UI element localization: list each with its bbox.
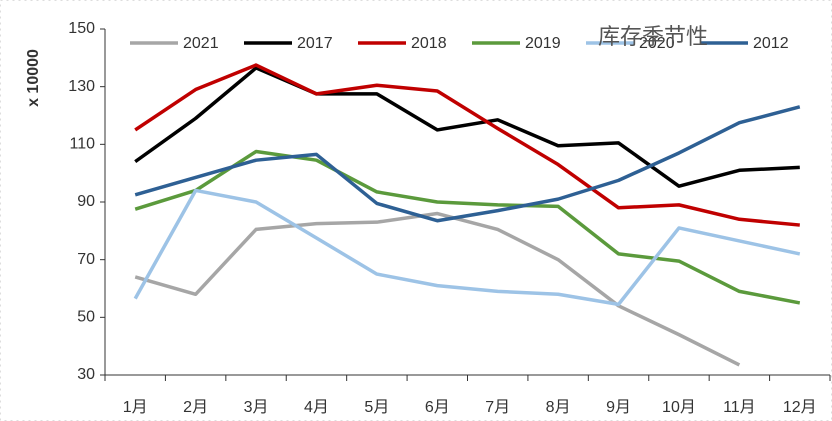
y-tick-label: 130 bbox=[68, 78, 95, 95]
y-tick-label: 110 bbox=[69, 136, 95, 153]
x-tick-label: 5月 bbox=[364, 399, 389, 416]
x-tick-label: 4月 bbox=[304, 399, 329, 416]
x-tick-label: 3月 bbox=[244, 399, 269, 416]
x-tick-label: 10月 bbox=[662, 399, 696, 416]
series-line bbox=[134, 149, 801, 305]
legend-label: 2020 bbox=[639, 35, 675, 52]
legend-label: 2021 bbox=[183, 35, 219, 52]
series-line bbox=[134, 63, 800, 227]
y-tick-label: 50 bbox=[77, 309, 95, 326]
series-line bbox=[133, 188, 801, 307]
y-axis-label: x 10000 bbox=[25, 49, 42, 107]
x-tick-label: 12月 bbox=[783, 399, 817, 416]
x-tick-label: 1月 bbox=[123, 399, 148, 416]
x-tick-label: 11月 bbox=[723, 399, 756, 416]
y-tick-label: 90 bbox=[77, 193, 95, 210]
x-tick-label: 2月 bbox=[183, 399, 208, 416]
series-line bbox=[134, 211, 741, 367]
x-tick-label: 6月 bbox=[425, 399, 450, 416]
y-tick-label: 70 bbox=[77, 251, 95, 268]
x-tick-label: 8月 bbox=[546, 399, 571, 416]
legend-label: 2018 bbox=[411, 35, 447, 52]
legend-label: 2017 bbox=[297, 35, 333, 52]
legend-label: 2019 bbox=[525, 35, 561, 52]
y-tick-label: 150 bbox=[68, 20, 95, 37]
chart-title: 库存季节性 bbox=[598, 24, 708, 49]
series-line bbox=[134, 105, 801, 223]
y-tick-label: 30 bbox=[77, 366, 95, 383]
x-tick-label: 7月 bbox=[485, 399, 510, 416]
legend-label: 2012 bbox=[753, 35, 789, 52]
series-line bbox=[134, 66, 800, 188]
x-tick-label: 9月 bbox=[606, 399, 631, 416]
